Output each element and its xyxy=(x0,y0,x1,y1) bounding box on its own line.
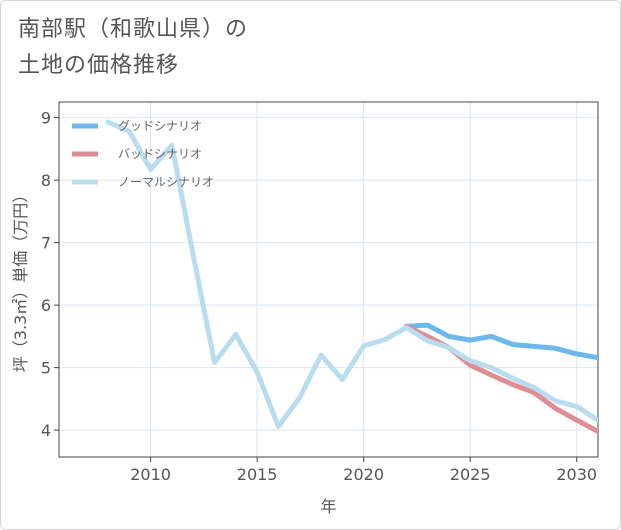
legend-label-1: バッドシナリオ xyxy=(118,147,202,161)
y-tick-label: 9 xyxy=(41,109,51,128)
plot-frame xyxy=(58,101,599,458)
legend-label-2: ノーマルシナリオ xyxy=(118,175,214,189)
chart-title: 南部駅（和歌山県）の 土地の価格推移 xyxy=(18,17,249,78)
y-tick-label: 6 xyxy=(41,296,51,315)
x-tick-label: 2020 xyxy=(343,465,384,484)
x-tick-label: 2025 xyxy=(450,465,491,484)
series-line-0 xyxy=(403,322,598,361)
y-tick-label: 8 xyxy=(41,171,51,190)
y-tick-label: 5 xyxy=(41,359,51,378)
y-axis-title: 坪（3.3㎡）単価（万円） xyxy=(11,187,30,372)
x-tick-label: 2010 xyxy=(130,465,171,484)
x-axis-title: 年 xyxy=(320,497,336,516)
y-tick-label: 7 xyxy=(41,234,51,253)
series-line-2 xyxy=(105,119,598,429)
x-tick-label: 2030 xyxy=(556,465,597,484)
y-tick-label: 4 xyxy=(41,421,51,440)
x-tick-label: 2015 xyxy=(237,465,278,484)
legend-label-0: グッドシナリオ xyxy=(118,119,202,133)
